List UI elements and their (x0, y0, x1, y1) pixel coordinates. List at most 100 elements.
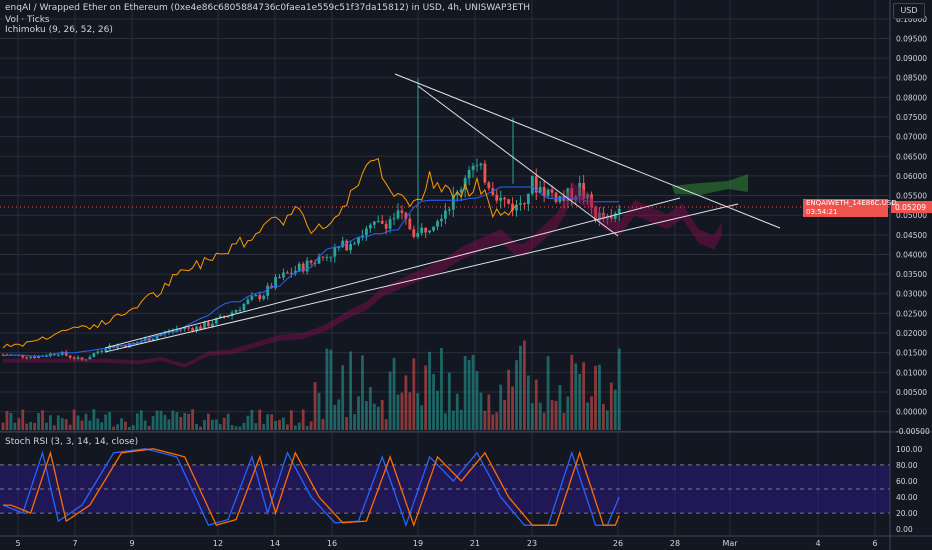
candle-body (538, 187, 542, 193)
volume-bar (96, 418, 100, 430)
candle-body (412, 229, 416, 237)
volume-bar (163, 414, 167, 430)
price-axis: 0.10000 0.09500 0.09000 0.08500 0.08000 0.075… (896, 15, 930, 436)
volume-bar (13, 422, 17, 430)
candle-body (503, 197, 507, 200)
price-tick-label: 0.05500 (896, 192, 927, 201)
price-tick-label: 0.08000 (896, 93, 927, 102)
candle-body (554, 192, 558, 203)
candle-body (459, 189, 463, 193)
candle-body (479, 163, 483, 166)
candle-body (582, 182, 586, 199)
stoch-tick-label: 100.00 (896, 445, 922, 454)
volume-bar (167, 419, 171, 430)
volume-bar (534, 379, 538, 430)
candle-body (507, 199, 510, 204)
candle-body (151, 338, 155, 341)
volume-bar (538, 402, 542, 430)
candle-body (333, 247, 337, 257)
candle-body (250, 296, 254, 300)
stoch-k-line (2, 448, 620, 528)
candle-body (483, 163, 487, 183)
price-tick-label: 0.02000 (896, 329, 927, 338)
trendline (417, 85, 619, 237)
candle-body (440, 218, 443, 222)
volume-bar (546, 356, 550, 430)
candle-body (274, 277, 277, 289)
candle-body (325, 256, 329, 258)
volume-bar (242, 422, 246, 430)
volume-bar (33, 422, 36, 430)
volume-bar (412, 358, 416, 430)
volume-bar (41, 410, 44, 430)
volume-bar (210, 419, 214, 430)
candle-body (550, 189, 554, 193)
price-tag-symbol: ENQAIWETH_14E86C.USD (806, 199, 897, 207)
price-tick-label: 0.03500 (896, 270, 927, 279)
volume-bar (515, 360, 518, 430)
candle-body (203, 322, 206, 330)
volume-bar (301, 409, 305, 430)
candle-body (238, 309, 242, 311)
candle-body (499, 197, 503, 201)
candle-body (131, 342, 135, 344)
volume-bar (530, 403, 534, 430)
candle-body (266, 285, 270, 296)
candle-body (21, 354, 25, 358)
volume-bar (226, 413, 230, 430)
candle-body (128, 343, 131, 348)
price-tick-label: 0.08500 (896, 74, 927, 83)
volume-bar (459, 409, 463, 430)
candle-body (515, 204, 518, 211)
volume-bar (396, 394, 400, 430)
volume-bar (444, 413, 447, 430)
volume-bar (88, 420, 92, 430)
volume-bar (266, 414, 270, 430)
candle-body (436, 221, 439, 227)
volume-bar (598, 364, 601, 430)
candle-body (1, 354, 5, 356)
candle-body (471, 165, 475, 170)
last-price-tag: ENQAIWETH_14E86C.USD 03:54:21 (803, 199, 897, 217)
volume-bar (230, 425, 234, 430)
candle-body (609, 215, 613, 219)
volume-bar (120, 418, 123, 430)
volume-bar (309, 421, 313, 430)
volume-bar (380, 399, 384, 430)
candle-body (475, 165, 479, 167)
volume-bar (361, 355, 364, 430)
volume-bar (511, 386, 514, 430)
volume-bar (25, 423, 29, 430)
candle-body (88, 356, 92, 360)
ichimoku-lagging-span (2, 157, 517, 349)
volume-bar (262, 424, 266, 430)
volume-bar (143, 420, 147, 430)
price-tick-label: 0.06500 (896, 152, 927, 161)
volume-bar (250, 409, 254, 430)
volume-bar (258, 409, 262, 430)
volume-bar (21, 409, 25, 430)
volume-bar (586, 402, 589, 430)
candle-body (104, 349, 108, 351)
volume-bar (270, 414, 273, 430)
candle-body (578, 182, 582, 197)
volume-bar (609, 382, 613, 430)
time-tick-label: 9 (129, 539, 134, 548)
volume-legend: Vol · Ticks (5, 15, 50, 25)
volume-bar (159, 410, 163, 430)
volume-bar (479, 392, 483, 430)
current-price-box (891, 200, 932, 213)
candle-body (586, 194, 589, 199)
volume-bar (128, 426, 131, 430)
candle-body (594, 207, 597, 221)
currency-button[interactable]: USD (893, 3, 925, 19)
volume-bar (131, 425, 135, 430)
volume-bar (49, 415, 52, 430)
volume-bar (187, 414, 191, 430)
volume-bar (554, 400, 558, 430)
candle-body (317, 256, 321, 264)
volume-bar (195, 423, 198, 430)
candle-body (467, 169, 471, 179)
candle-body (246, 299, 250, 304)
